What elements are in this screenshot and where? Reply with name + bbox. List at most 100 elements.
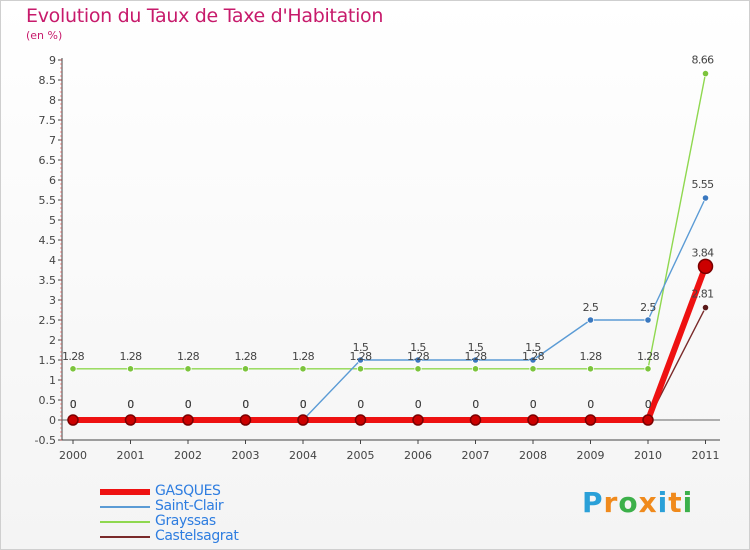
y-tick-label: 6.5 xyxy=(39,154,57,167)
y-tick-label: 0.5 xyxy=(39,394,57,407)
data-label-saint-clair: 1.5 xyxy=(468,341,484,354)
data-label-grayssas: 1.28 xyxy=(349,350,372,363)
x-tick-label: 2007 xyxy=(462,449,490,462)
legend-item-saint-clair: Saint-Clair xyxy=(100,499,340,514)
legend-swatch-gasques xyxy=(100,489,150,495)
x-tick-label: 2003 xyxy=(232,449,260,462)
data-label-gasques: 0 xyxy=(587,398,594,411)
data-point-saint-clair xyxy=(471,356,480,364)
data-label-gasques: 0 xyxy=(300,398,307,411)
x-tick-label: 2006 xyxy=(404,449,432,462)
data-point-grayssas xyxy=(644,365,652,373)
data-label-gasques: 0 xyxy=(415,398,422,411)
y-tick-label: 1 xyxy=(49,374,56,387)
x-tick-label: 2010 xyxy=(634,449,662,462)
chart-title: Evolution du Taux de Taxe d'Habitation xyxy=(26,5,384,27)
data-label-castelsagrat: 0 xyxy=(300,398,307,411)
x-tick-label: 2004 xyxy=(289,449,317,462)
legend-swatch-saint-clair xyxy=(100,506,150,508)
data-label-saint-clair: 1.5 xyxy=(525,341,541,354)
data-label-castelsagrat: 0 xyxy=(185,398,192,411)
data-point-gasques xyxy=(67,414,79,426)
data-point-grayssas xyxy=(126,365,135,373)
data-point-gasques xyxy=(354,414,367,426)
data-point-saint-clair xyxy=(701,194,710,202)
legend-swatch-grayssas xyxy=(100,521,150,523)
data-label-saint-clair: 0 xyxy=(70,398,77,411)
y-tick-label: 3 xyxy=(49,294,56,307)
data-label-grayssas: 1.28 xyxy=(579,350,602,363)
legend-swatch-castelsagrat xyxy=(100,536,150,538)
y-tick-label: 5 xyxy=(49,214,56,227)
y-tick-label: 2 xyxy=(49,334,56,347)
logo-letter: t xyxy=(668,486,683,519)
data-label-gasques: 0 xyxy=(357,398,364,411)
data-label-saint-clair: 1.5 xyxy=(353,341,369,354)
y-tick-label: 5.5 xyxy=(39,194,57,207)
data-label-gasques: 3.84 xyxy=(691,246,714,259)
y-tick-label: 4.5 xyxy=(39,234,57,247)
data-label-gasques: 0 xyxy=(185,398,192,411)
data-label-castelsagrat: 0 xyxy=(357,398,364,411)
y-tick-label: 7.5 xyxy=(39,114,57,127)
data-label-gasques: 0 xyxy=(645,398,652,411)
legend-item-grayssas: Grayssas xyxy=(100,514,340,529)
y-tick-label: 6 xyxy=(49,174,56,187)
series-line-grayssas xyxy=(73,73,707,370)
logo-letter: i xyxy=(682,486,694,519)
y-tick-label: -0.5 xyxy=(35,434,56,447)
data-label-saint-clair: 0 xyxy=(300,398,307,411)
logo-letter: P xyxy=(582,486,604,519)
data-label-grayssas: 1.28 xyxy=(407,350,430,363)
data-point-grayssas xyxy=(414,365,422,373)
data-point-grayssas xyxy=(471,365,480,373)
data-label-castelsagrat: 0 xyxy=(472,398,479,411)
legend-item-castelsagrat: Castelsagrat xyxy=(100,529,340,544)
data-label-gasques: 0 xyxy=(127,398,134,411)
data-point-gasques xyxy=(697,258,714,275)
data-label-grayssas: 1.28 xyxy=(234,350,257,363)
data-point-saint-clair xyxy=(356,356,365,364)
y-tick-label: 9 xyxy=(49,54,56,67)
data-label-saint-clair: 2.5 xyxy=(640,301,656,314)
series-line-castelsagrat xyxy=(73,307,707,421)
proxiti-logo: Proxiti xyxy=(582,486,693,519)
data-label-saint-clair: 2.5 xyxy=(583,301,599,314)
data-label-gasques: 0 xyxy=(530,398,537,411)
x-tick-label: 2009 xyxy=(577,449,605,462)
data-point-saint-clair xyxy=(644,316,652,324)
data-point-gasques xyxy=(239,414,252,426)
data-point-saint-clair xyxy=(414,356,422,364)
data-label-castelsagrat: 0 xyxy=(242,398,249,411)
data-label-castelsagrat: 0 xyxy=(127,398,134,411)
data-label-saint-clair: 1.5 xyxy=(410,341,426,354)
legend-item-gasques: GASQUES xyxy=(100,484,340,499)
data-point-gasques xyxy=(124,414,137,426)
data-label-grayssas: 8.66 xyxy=(691,54,714,67)
data-point-gasques xyxy=(182,414,194,426)
data-label-castelsagrat: 0 xyxy=(415,398,422,411)
x-tick-label: 2001 xyxy=(117,449,145,462)
data-label-grayssas: 1.28 xyxy=(119,350,142,363)
x-tick-label: 2002 xyxy=(174,449,202,462)
data-label-gasques: 0 xyxy=(70,398,77,411)
legend-label-gasques: GASQUES xyxy=(155,483,221,499)
data-point-grayssas xyxy=(529,365,537,373)
legend-label-saint-clair: Saint-Clair xyxy=(155,498,224,514)
data-point-grayssas xyxy=(241,365,250,373)
data-point-grayssas xyxy=(586,365,595,373)
data-label-castelsagrat: 0 xyxy=(645,398,652,411)
data-label-saint-clair: 0 xyxy=(127,398,134,411)
chart-subtitle: (en %) xyxy=(26,29,63,42)
data-label-grayssas: 1.28 xyxy=(522,350,545,363)
y-tick-label: 2.5 xyxy=(39,314,57,327)
logo-letter: i xyxy=(657,486,669,519)
data-point-gasques xyxy=(469,414,482,426)
logo-letter: o xyxy=(618,486,639,519)
data-point-saint-clair xyxy=(529,356,537,364)
data-point-grayssas xyxy=(356,365,365,373)
logo-letter: x xyxy=(638,486,658,519)
data-label-castelsagrat: 0 xyxy=(530,398,537,411)
data-point-gasques xyxy=(297,414,309,426)
